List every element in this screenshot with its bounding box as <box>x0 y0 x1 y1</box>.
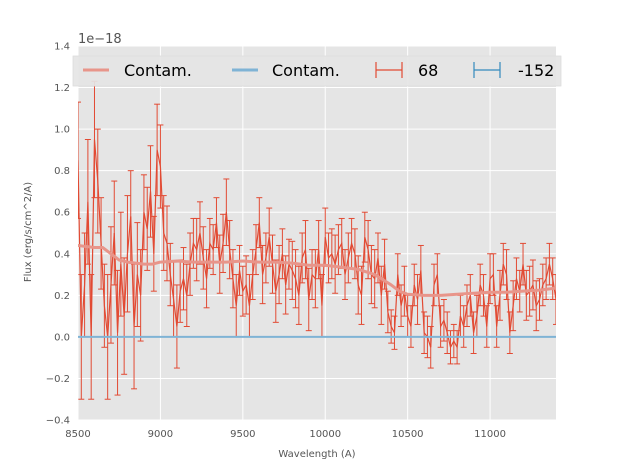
y-axis-label: Flux (erg/s/cm^2/A) <box>23 182 34 282</box>
legend-frame <box>72 55 562 87</box>
series-layer <box>78 80 556 400</box>
y-tick-label: 1.2 <box>54 83 70 94</box>
x-tick-label: 8500 <box>65 429 90 440</box>
series-68-line <box>78 139 556 350</box>
x-tick-label: 10500 <box>392 429 424 440</box>
legend-label: Contam. <box>124 61 192 80</box>
x-tick-label: 10000 <box>309 429 341 440</box>
x-tick-label: 9500 <box>230 429 255 440</box>
legend-label: 68 <box>418 61 438 80</box>
y-tick-label: 1.0 <box>54 125 70 136</box>
y-tick-label: 0.8 <box>54 166 70 177</box>
legend-label: Contam. <box>272 61 340 80</box>
legend-label: -152 <box>518 61 554 80</box>
grid <box>77 45 556 421</box>
plot-area <box>78 46 556 420</box>
series-group <box>78 80 556 400</box>
y-offset-label: 1e−18 <box>78 32 122 47</box>
y-tick-label: 0.0 <box>54 332 70 343</box>
y-tick-label: 0.2 <box>54 291 70 302</box>
y-tick-label: −0.2 <box>46 374 70 385</box>
y-tick-label: 0.4 <box>54 249 70 260</box>
tick-labels: 8500 9000 9500 10000 10500 11000 −0.4 −0.2 0.0 0.… <box>46 42 506 441</box>
x-tick-label: 11000 <box>474 429 506 440</box>
y-tick-label: 1.4 <box>54 42 70 53</box>
contam-line-red <box>78 243 556 297</box>
y-tick-label: 0.6 <box>54 208 70 219</box>
x-tick-label: 9000 <box>148 429 173 440</box>
legend: Contam. Contam. 68 -152 <box>72 55 562 87</box>
x-axis-label: Wavelength (A) <box>278 449 355 460</box>
y-tick-label: −0.4 <box>46 416 70 427</box>
